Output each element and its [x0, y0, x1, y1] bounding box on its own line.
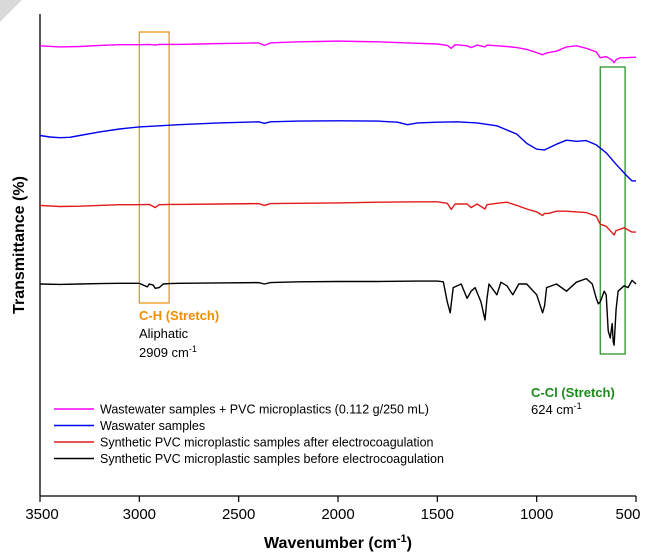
- ch-stretch-wavenumber: 2909 cm-1: [139, 344, 197, 360]
- legend-label: Wastewater samples + PVC microplastics (…: [100, 403, 429, 417]
- legend: Wastewater samples + PVC microplastics (…: [54, 403, 444, 466]
- ccl-stretch-box: [599, 66, 626, 355]
- x-tick-label: 1000: [520, 506, 553, 523]
- legend-label: Synthetic PVC microplastic samples after…: [100, 436, 434, 450]
- legend-label: Synthetic PVC microplastic samples befor…: [100, 452, 444, 466]
- ccl-stretch-title: C-Cl (Stretch): [531, 385, 615, 400]
- x-ticks: 3500 3000 2500 2000 1500 1000 500: [25, 496, 641, 523]
- x-tick-label: 3000: [123, 506, 156, 523]
- series-layer: [39, 40, 637, 346]
- series-line-4: [39, 277, 637, 346]
- ch-stretch-type: Aliphatic: [139, 326, 189, 341]
- x-tick-label: 1500: [421, 506, 454, 523]
- legend-label: Waswater samples: [100, 419, 205, 433]
- x-tick-label: 2000: [321, 506, 354, 523]
- ch-stretch-box: [138, 31, 170, 304]
- series-line-1: [39, 40, 636, 64]
- x-tick-label: 2500: [222, 506, 255, 523]
- corner-fold: [0, 0, 22, 22]
- x-tick-label: 500: [615, 506, 640, 523]
- ccl-stretch-wavenumber: 624 cm-1: [531, 401, 582, 417]
- series-line-2: [39, 120, 636, 182]
- series-line-3: [39, 201, 636, 236]
- x-axis-title: Wavenumber (cm-1): [264, 533, 412, 552]
- y-axis-title: Transmittance (%): [11, 176, 28, 314]
- x-tick-label: 3500: [25, 506, 58, 523]
- ch-stretch-title: C-H (Stretch): [139, 308, 219, 323]
